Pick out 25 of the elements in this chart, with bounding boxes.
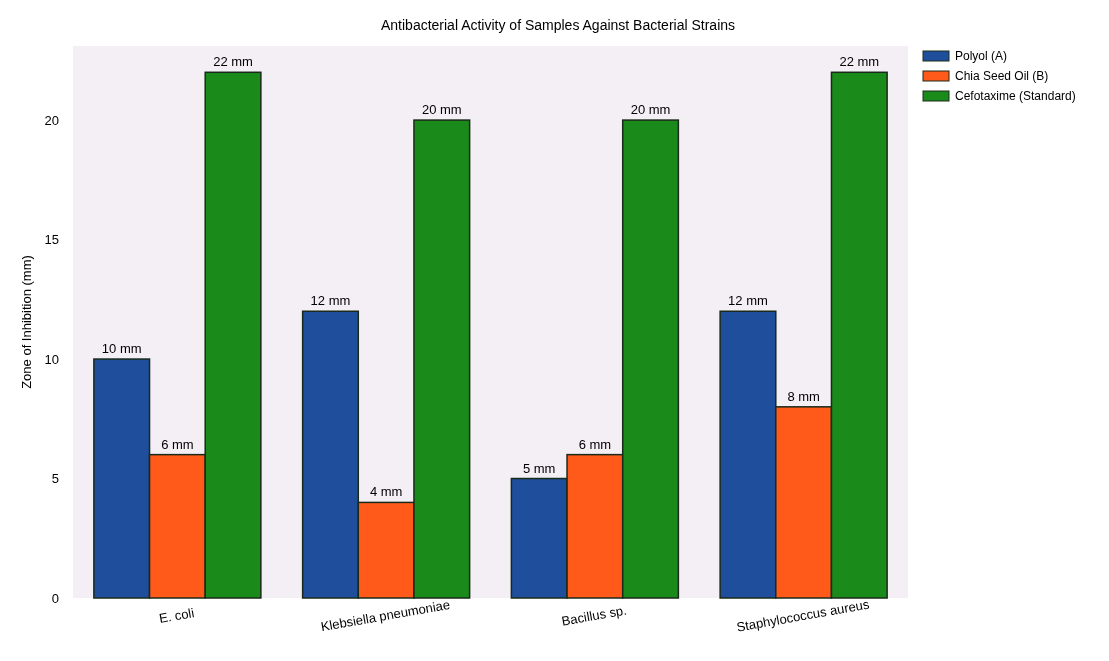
x-tick-label: Klebsiella pneumoniae [319,596,452,635]
data-label: 20 mm [421,102,462,118]
data-label: 12 mm [310,293,351,309]
data-label: 8 mm [787,388,820,404]
data-label: 6 mm [161,436,194,452]
legend-label: Chia Seed Oil (B) [955,69,1049,84]
x-tick-label: Bacillus sp. [560,602,628,629]
x-tick-label: E. coli [157,605,196,627]
data-label: 5 mm [522,460,556,476]
data-label: 4 mm [369,484,403,500]
y-tick-label: 20 [44,112,59,128]
y-tick-label: 0 [51,590,59,606]
y-tick-label: 5 [51,471,59,487]
y-tick-label: 15 [44,232,59,248]
data-label: 20 mm [630,102,671,118]
data-label: 12 mm [728,293,768,309]
legend-label: Cefotaxime (Standard) [955,89,1076,104]
data-label: 6 mm [578,436,612,452]
data-label: 10 mm [101,341,142,357]
y-tick-label: 10 [44,351,59,367]
legend-label: Polyol (A) [955,49,1008,64]
y-axis-title: Zone of Inhibition (mm) [19,255,34,389]
chart-title: Antibacterial Activity of Samples Against Bacterial Strains [380,17,736,33]
data-label: 22 mm [213,54,253,70]
data-label: 22 mm [839,54,880,70]
